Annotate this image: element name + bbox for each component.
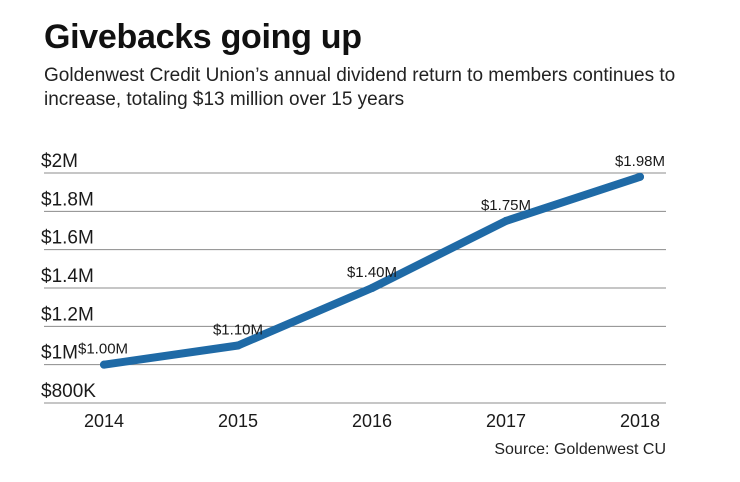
source-note: Source: Goldenwest CU <box>494 441 666 458</box>
data-label: $1.10M <box>213 322 263 339</box>
y-axis-ticks: $800K $1M $1.2M $1.4M $1.6M $1.8M $2M <box>41 151 96 402</box>
chart-subtitle: Goldenwest Credit Union’s annual dividen… <box>44 65 676 110</box>
series-line-layer <box>100 172 644 369</box>
data-label: $1.40M <box>347 264 397 281</box>
y-tick-label: $1.6M <box>41 228 94 249</box>
data-label: $1.98M <box>615 153 665 170</box>
data-label: $1.00M <box>78 341 128 358</box>
chart-title: Givebacks going up <box>44 18 362 56</box>
data-point <box>636 172 644 181</box>
data-point <box>502 216 510 225</box>
data-point <box>368 284 376 292</box>
data-label: $1.75M <box>481 197 531 214</box>
y-tick-label: $1M <box>41 343 78 364</box>
data-labels: $1.00M $1.10M $1.40M $1.75M $1.98M <box>78 153 665 358</box>
data-point <box>100 360 108 369</box>
x-tick-label: 2014 <box>84 411 124 431</box>
x-tick-label: 2016 <box>352 411 392 431</box>
y-tick-label: $800K <box>41 381 96 402</box>
x-tick-label: 2017 <box>486 411 526 431</box>
data-point <box>234 341 242 350</box>
x-tick-label: 2015 <box>218 411 258 431</box>
y-tick-label: $2M <box>41 151 78 172</box>
x-tick-label: 2018 <box>620 411 660 431</box>
x-axis-ticks: 2014 2015 2016 2017 2018 <box>84 411 660 431</box>
y-tick-label: $1.4M <box>41 266 94 287</box>
gridlines <box>44 172 666 404</box>
y-tick-label: $1.8M <box>41 189 94 210</box>
y-tick-label: $1.2M <box>41 304 94 325</box>
